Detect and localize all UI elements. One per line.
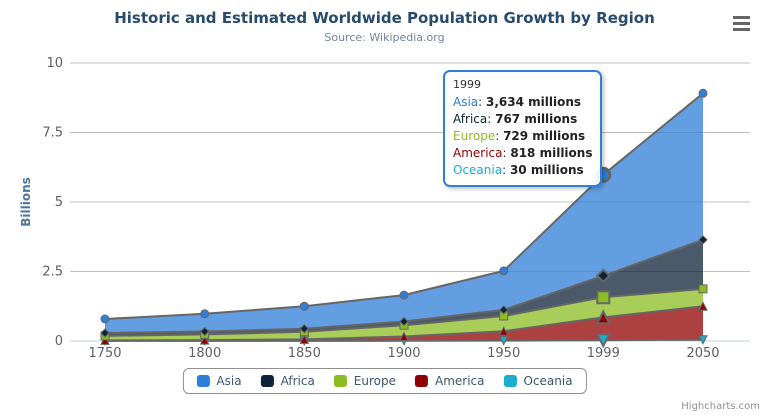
x-axis-label: 1950	[487, 346, 520, 361]
legend-swatch-oceania	[503, 375, 517, 387]
x-axis-label: 1750	[88, 346, 121, 361]
marker-africa-1800[interactable]	[199, 326, 210, 337]
marker-europe-2050[interactable]	[698, 284, 708, 294]
tooltip: 1999 Asia: 3,634 millions Africa: 767 mil…	[443, 70, 603, 187]
burger-bar	[733, 16, 750, 19]
tooltip-series-value: 767 millions	[495, 112, 578, 126]
legend-label: Asia	[216, 374, 242, 388]
legend-label: Oceania	[523, 374, 573, 388]
marker-america-1850[interactable]	[299, 334, 310, 344]
legend-item-asia[interactable]: Asia	[196, 374, 242, 388]
marker-asia-1900[interactable]	[399, 290, 409, 300]
y-axis-label: 0	[55, 334, 63, 349]
y-axis-label: 10	[46, 56, 63, 71]
marker-america-1900[interactable]	[399, 331, 409, 341]
tooltip-header: 1999	[453, 78, 481, 91]
y-axis-label: 2.5	[42, 265, 63, 280]
area-africa[interactable]	[105, 239, 703, 336]
burger-bar	[733, 22, 750, 25]
y-axis-title: Billions	[19, 177, 33, 227]
marker-africa-1850[interactable]	[299, 323, 310, 334]
marker-asia-1850[interactable]	[299, 301, 309, 311]
legend-swatch-america	[415, 375, 429, 387]
tooltip-row-asia: Asia: 3,634 millions	[453, 95, 582, 109]
marker-asia-1800[interactable]	[200, 309, 210, 319]
legend-swatch-asia	[196, 375, 210, 387]
legend-swatch-africa	[260, 375, 274, 387]
legend: Asia Africa Europe America Oceania	[182, 368, 587, 394]
legend-item-europe[interactable]: Europe	[333, 374, 397, 388]
marker-asia-1950[interactable]	[499, 266, 509, 276]
marker-oceania-1999[interactable]	[595, 333, 611, 349]
marker-africa-1999[interactable]	[595, 268, 611, 284]
marker-america-1800[interactable]	[199, 334, 210, 345]
tooltip-row-africa: Africa: 767 millions	[453, 112, 578, 126]
marker-america-1950[interactable]	[498, 326, 509, 336]
tooltip-series-value: 30 millions	[509, 163, 584, 177]
marker-africa-1750[interactable]	[100, 328, 110, 338]
marker-america-1999[interactable]	[595, 309, 611, 325]
tooltip-series-name: Europe	[453, 129, 496, 143]
tooltip-row-oceania: Oceania: 30 millions	[453, 163, 584, 177]
tooltip-series-name: Oceania	[453, 163, 503, 177]
legend-item-america[interactable]: America	[415, 374, 485, 388]
export-menu-icon[interactable]	[733, 16, 750, 31]
area-asia[interactable]	[105, 93, 703, 333]
marker-oceania-1950[interactable]	[498, 336, 509, 346]
area-america[interactable]	[105, 306, 703, 341]
tooltip-row-america: America: 818 millions	[453, 146, 593, 160]
legend-item-oceania[interactable]: Oceania	[503, 374, 573, 388]
marker-oceania-2050[interactable]	[698, 335, 708, 345]
marker-africa-2050[interactable]	[698, 235, 708, 245]
credits-link[interactable]: Highcharts.com	[681, 401, 760, 412]
tooltip-series-value: 3,634 millions	[486, 95, 582, 109]
legend-swatch-europe	[333, 375, 347, 387]
legend-label: America	[435, 374, 485, 388]
marker-america-2050[interactable]	[698, 301, 708, 311]
tooltip-row-europe: Europe: 729 millions	[453, 129, 586, 143]
marker-asia-1750[interactable]	[100, 314, 110, 324]
marker-europe-1999[interactable]	[596, 290, 611, 305]
tooltip-series-name: Africa	[453, 112, 488, 126]
x-axis-label: 2050	[686, 346, 719, 361]
tooltip-series-name: Asia	[453, 95, 479, 109]
y-axis-label: 5	[55, 195, 63, 210]
legend-label: Europe	[353, 374, 397, 388]
y-axis-label: 7.5	[42, 126, 63, 141]
marker-africa-1950[interactable]	[498, 305, 509, 315]
tooltip-series-value: 729 millions	[503, 129, 586, 143]
x-axis-label: 1999	[587, 346, 620, 361]
burger-bar	[733, 28, 750, 31]
chart-title: Historic and Estimated Worldwide Populat…	[114, 9, 655, 27]
legend-item-africa[interactable]: Africa	[260, 374, 315, 388]
chart-subtitle: Source: Wikipedia.org	[324, 31, 445, 44]
marker-africa-1900[interactable]	[399, 316, 409, 327]
x-axis-label: 1800	[188, 346, 221, 361]
marker-asia-2050[interactable]	[698, 88, 708, 98]
tooltip-series-name: America	[453, 146, 503, 160]
x-axis-label: 1850	[288, 346, 321, 361]
legend-label: Africa	[280, 374, 315, 388]
tooltip-series-value: 818 millions	[510, 146, 593, 160]
x-axis-label: 1900	[387, 346, 420, 361]
